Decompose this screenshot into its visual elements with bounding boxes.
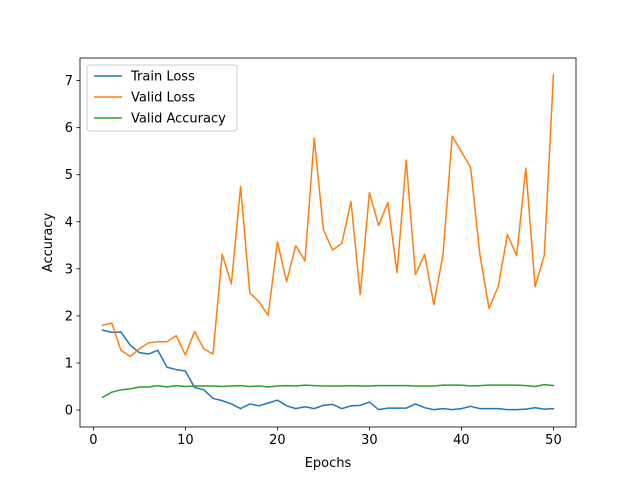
series-line-valid-accuracy <box>101 383 555 399</box>
legend: Train Loss Valid Loss Valid Accuracy <box>86 64 238 132</box>
y-tick-label: 2 <box>65 309 73 324</box>
x-tick-label: 40 <box>453 433 470 448</box>
legend-label: Valid Loss <box>131 91 195 106</box>
y-axis-label: Accuracy <box>41 213 56 273</box>
x-axis-label: Epochs <box>305 456 352 471</box>
x-tick-label: 50 <box>545 433 562 448</box>
y-tick-label: 5 <box>65 168 73 183</box>
y-axis: 0 1 2 3 4 5 6 7 <box>65 74 80 419</box>
x-tick-label: 30 <box>361 433 378 448</box>
legend-label: Valid Accuracy <box>131 112 226 127</box>
legend-label: Train Loss <box>130 70 195 85</box>
x-axis: 0 10 20 30 40 50 <box>89 427 562 448</box>
x-tick-label: 20 <box>269 433 286 448</box>
x-tick-label: 10 <box>177 433 194 448</box>
y-tick-label: 7 <box>65 74 73 89</box>
series-layer <box>101 73 555 411</box>
legend-box <box>86 64 238 132</box>
y-tick-label: 3 <box>65 262 73 277</box>
y-tick-label: 4 <box>65 215 73 230</box>
y-tick-label: 0 <box>65 404 73 419</box>
y-tick-label: 6 <box>65 121 73 136</box>
plot-frame <box>79 57 577 428</box>
series-line-valid-loss <box>101 73 555 358</box>
series-line-train-loss <box>101 329 555 411</box>
y-tick-label: 1 <box>65 356 73 371</box>
x-tick-label: 0 <box>89 433 97 448</box>
